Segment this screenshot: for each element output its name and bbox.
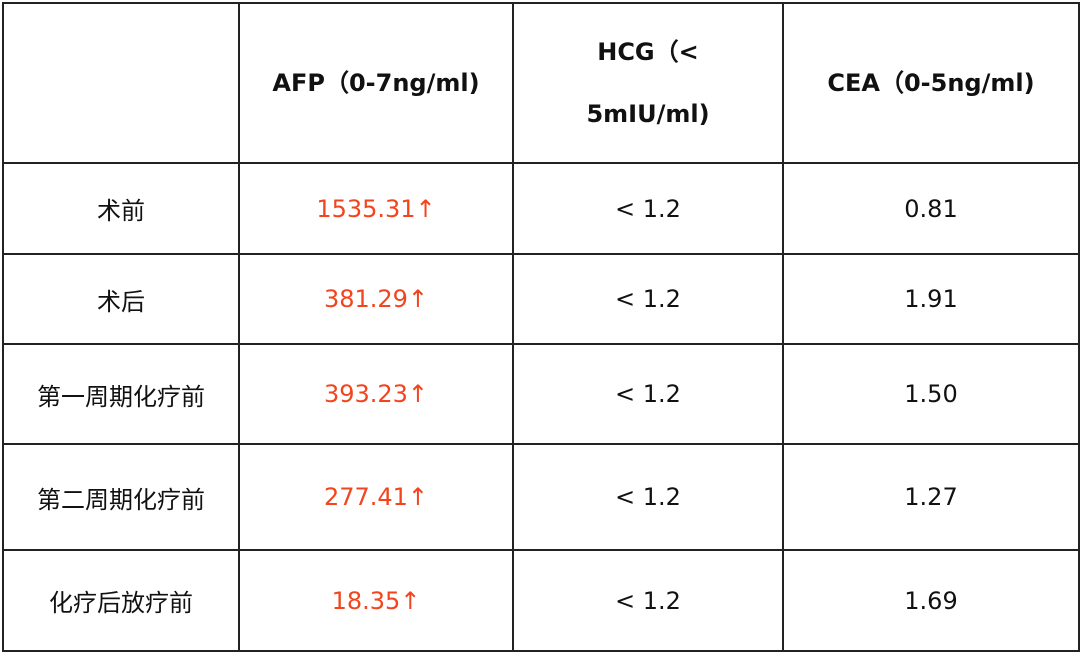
header-text: AFP（0-7ng/ml)	[272, 69, 480, 97]
value-cell: < 1.2	[512, 253, 784, 345]
value-cell: 1.50	[782, 343, 1080, 445]
data-row: 第二周期化疗前 277.41↑ < 1.2 1.27	[2, 443, 1080, 551]
header-cell: HCG（< 5mIU/ml)	[512, 2, 784, 164]
value-cell: 277.41↑	[238, 443, 514, 551]
value-cell: 0.81	[782, 162, 1080, 255]
value-cell: 381.29↑	[238, 253, 514, 345]
value-cell: < 1.2	[512, 162, 784, 255]
value-cell: 1.27	[782, 443, 1080, 551]
data-row: 术后 381.29↑ < 1.2 1.91	[2, 253, 1080, 345]
row-label: 术前	[2, 162, 240, 255]
header-text: HCG（< 5mIU/ml)	[586, 38, 710, 128]
header-row: AFP（0-7ng/ml) HCG（< 5mIU/ml) CEA（0-5ng/ml)	[2, 2, 1080, 164]
value-cell: 1.69	[782, 549, 1080, 652]
value-cell: < 1.2	[512, 443, 784, 551]
header-cell	[2, 2, 240, 164]
row-label: 第一周期化疗前	[2, 343, 240, 445]
header-cell: CEA（0-5ng/ml)	[782, 2, 1080, 164]
row-label: 第二周期化疗前	[2, 443, 240, 551]
header-text: CEA（0-5ng/ml)	[827, 69, 1035, 97]
row-label: 术后	[2, 253, 240, 345]
value-cell: 393.23↑	[238, 343, 514, 445]
value-cell: 18.35↑	[238, 549, 514, 652]
data-row: 术前 1535.31↑ < 1.2 0.81	[2, 162, 1080, 255]
value-cell: 1.91	[782, 253, 1080, 345]
value-cell: < 1.2	[512, 343, 784, 445]
row-label: 化疗后放疗前	[2, 549, 240, 652]
data-row: 第一周期化疗前 393.23↑ < 1.2 1.50	[2, 343, 1080, 445]
value-cell: 1535.31↑	[238, 162, 514, 255]
header-cell: AFP（0-7ng/ml)	[238, 2, 514, 164]
data-row: 化疗后放疗前 18.35↑ < 1.2 1.69	[2, 549, 1080, 652]
value-cell: < 1.2	[512, 549, 784, 652]
